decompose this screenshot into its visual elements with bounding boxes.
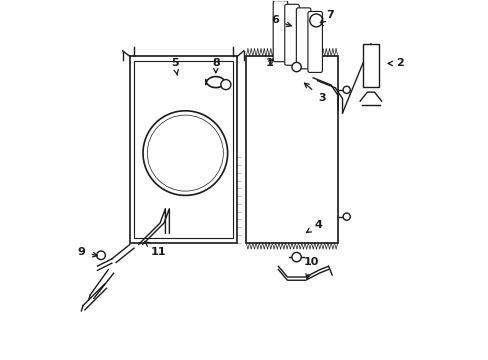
Circle shape bbox=[309, 14, 322, 27]
Text: 8: 8 bbox=[211, 58, 219, 73]
Text: 3: 3 bbox=[304, 83, 325, 103]
Circle shape bbox=[343, 213, 349, 220]
Text: 1: 1 bbox=[264, 58, 272, 68]
Text: 10: 10 bbox=[303, 257, 318, 279]
Text: 2: 2 bbox=[387, 58, 404, 68]
Text: 11: 11 bbox=[144, 241, 166, 257]
Circle shape bbox=[142, 111, 227, 195]
Text: 7: 7 bbox=[320, 10, 334, 23]
Bar bbox=[246, 56, 337, 243]
Bar bbox=[362, 44, 378, 87]
Circle shape bbox=[147, 115, 223, 191]
Bar bbox=[134, 60, 233, 238]
Circle shape bbox=[221, 80, 230, 90]
Circle shape bbox=[291, 252, 301, 262]
Text: 5: 5 bbox=[171, 58, 179, 75]
Circle shape bbox=[343, 86, 349, 94]
FancyBboxPatch shape bbox=[307, 12, 322, 72]
Text: 9: 9 bbox=[77, 247, 97, 257]
FancyBboxPatch shape bbox=[284, 4, 299, 65]
FancyBboxPatch shape bbox=[273, 1, 287, 62]
Bar bbox=[129, 56, 237, 243]
Circle shape bbox=[97, 251, 105, 260]
Text: 4: 4 bbox=[306, 220, 322, 233]
FancyBboxPatch shape bbox=[296, 8, 310, 69]
Circle shape bbox=[291, 62, 301, 72]
Text: 6: 6 bbox=[270, 15, 291, 27]
